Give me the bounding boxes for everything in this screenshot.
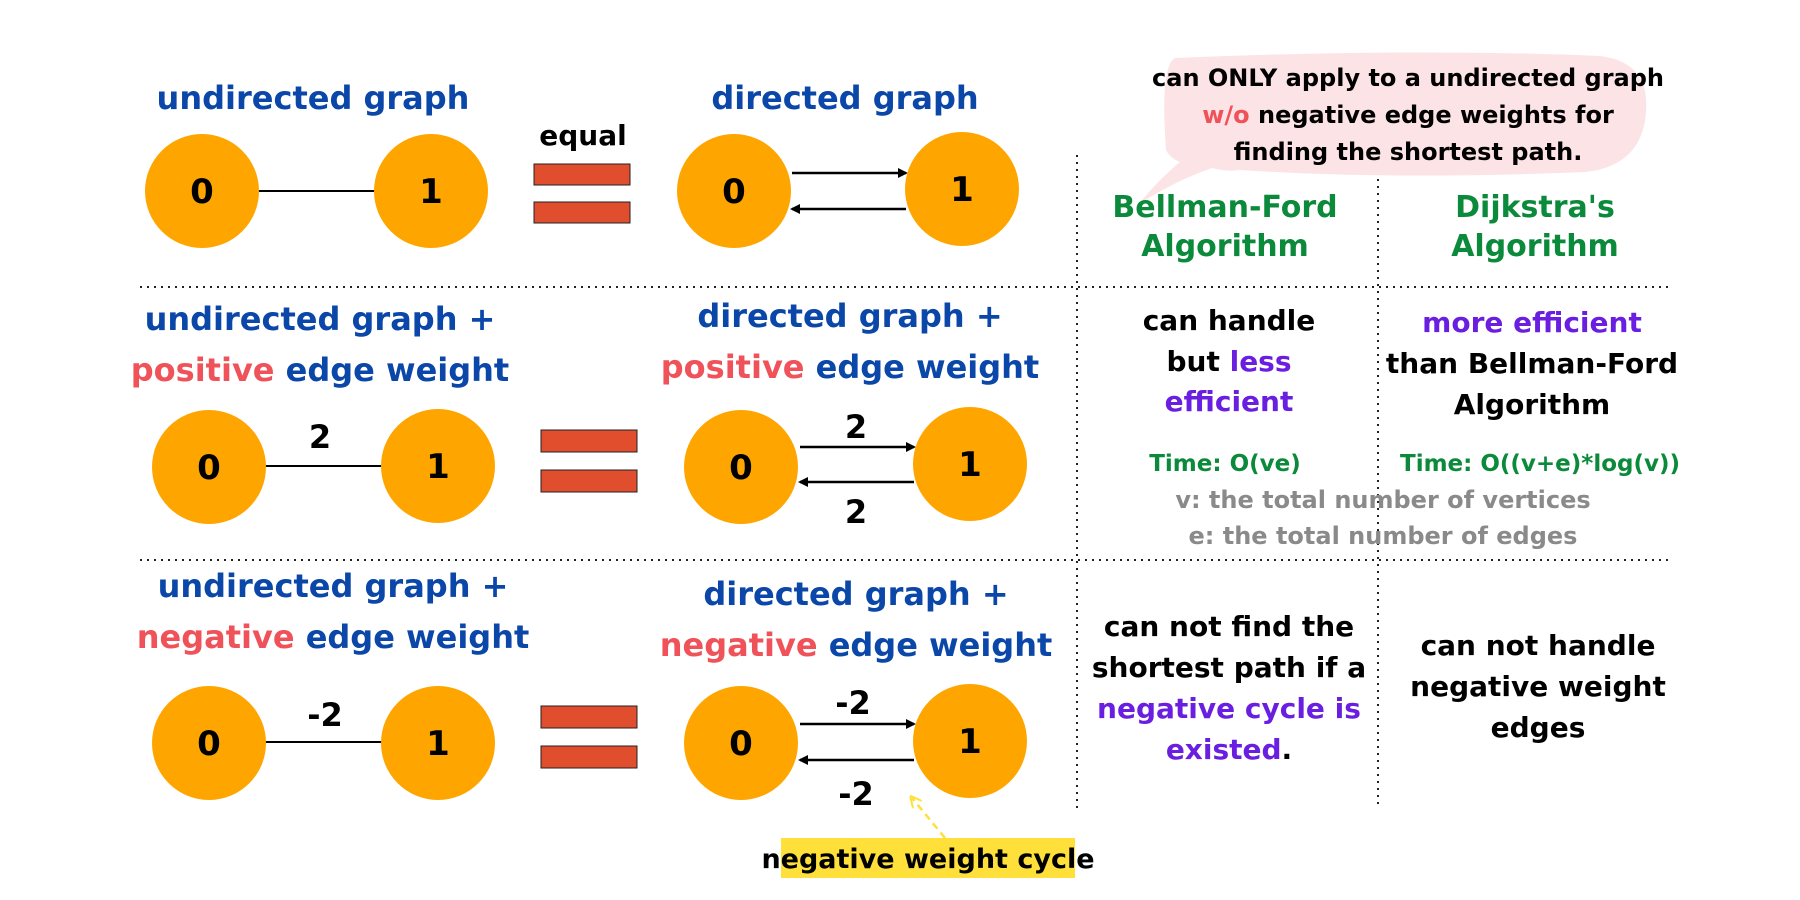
graph-node xyxy=(913,684,1027,798)
graph-node xyxy=(152,686,266,800)
dijkstra-positive-line2: than Bellman-Ford xyxy=(1386,347,1678,380)
edge-weight-label: -2 xyxy=(835,684,871,722)
dijkstra-title-line1: Dijkstra's xyxy=(1455,190,1615,225)
node-label: 0 xyxy=(722,172,746,212)
node-label: 1 xyxy=(426,724,450,764)
node-label: 0 xyxy=(190,172,214,212)
vertices-note: v: the total number of vertices xyxy=(1175,486,1590,514)
bellman-ford-title-line1: Bellman-Ford xyxy=(1112,190,1337,225)
equals-bar-top xyxy=(533,163,631,186)
bubble-text-line2-rest: negative edge weights for xyxy=(1250,101,1614,129)
edge-weight-words: edge weight xyxy=(295,618,530,656)
graph-node xyxy=(684,410,798,524)
negative-word: negative xyxy=(137,618,295,656)
bubble-shape xyxy=(1138,52,1647,205)
cycle-pointer-arrow xyxy=(912,798,946,839)
bubble-text-line3: finding the shortest path. xyxy=(1234,138,1583,166)
node-label: 0 xyxy=(197,724,221,764)
negative-word: negative xyxy=(660,626,818,664)
directed-graph-title: directed graph xyxy=(711,79,978,117)
bellman-negative-line4: existed. xyxy=(1166,733,1292,766)
equals-bar-top xyxy=(540,705,638,729)
edge-weight-label: -2 xyxy=(307,696,343,734)
undirected-positive-title-line2: positive edge weight xyxy=(131,351,509,389)
equals-bar-bottom xyxy=(540,745,638,769)
positive-word: positive xyxy=(661,348,805,386)
existed-word: existed xyxy=(1166,733,1282,766)
graph-node xyxy=(145,134,259,248)
edge-weight-label: 2 xyxy=(845,408,867,446)
graph-node xyxy=(913,407,1027,521)
edges-note: e: the total number of edges xyxy=(1189,522,1578,550)
directed-positive-title-line2: positive edge weight xyxy=(661,348,1039,386)
bellman-positive-line3: efficient xyxy=(1165,385,1294,418)
bellman-positive-line1: can handle xyxy=(1143,304,1316,337)
bellman-time-complexity: Time: O(ve) xyxy=(1149,451,1301,477)
bubble-text-line2: w/o negative edge weights for xyxy=(1202,101,1614,129)
directed-negative-title-line1: directed graph + xyxy=(703,575,1008,613)
node-label: 0 xyxy=(197,448,221,488)
dijkstra-time-complexity: Time: O((v+e)*log(v)) xyxy=(1400,451,1680,477)
negative-weight-cycle-label: negative weight cycle xyxy=(761,844,1094,875)
dijkstra-negative-line3: edges xyxy=(1491,711,1586,744)
bubble-text-line1: can ONLY apply to a undirected graph xyxy=(1152,64,1664,92)
without-word: w/o xyxy=(1202,101,1249,129)
undirected-negative-title-line1: undirected graph + xyxy=(158,567,509,605)
edge-weight-words: edge weight xyxy=(805,348,1040,386)
dijkstra-column: Dijkstra's Algorithm more efficient than… xyxy=(1386,190,1680,744)
bellman-ford-title-line2: Algorithm xyxy=(1141,229,1309,264)
graph-node xyxy=(677,134,791,248)
graph-node xyxy=(381,409,495,523)
equals-bar-bottom xyxy=(540,469,638,493)
bellman-negative-line1: can not find the xyxy=(1104,610,1354,643)
dijkstra-negative-line1: can not handle xyxy=(1421,629,1656,662)
bellman-negative-line3: negative cycle is xyxy=(1097,692,1361,725)
graph-node xyxy=(374,134,488,248)
node-label: 0 xyxy=(729,448,753,488)
dijkstra-negative-line2: negative weight xyxy=(1410,670,1666,703)
undirected-positive-title-line1: undirected graph + xyxy=(145,300,496,338)
graph-node xyxy=(684,686,798,800)
node-label: 1 xyxy=(419,172,443,212)
equals-bar-bottom xyxy=(533,201,631,224)
undirected-graph-title: undirected graph xyxy=(157,79,470,117)
edge-weight-label: 2 xyxy=(309,418,331,456)
grid-lines xyxy=(140,155,1670,812)
undirected-negative-title-line2: negative edge weight xyxy=(137,618,530,656)
row-negative-weight: undirected graph + negative edge weight … xyxy=(137,567,1095,878)
bellman-ford-column: Bellman-Ford Algorithm can handle but le… xyxy=(1092,190,1366,766)
dijkstra-title-line2: Algorithm xyxy=(1451,229,1619,264)
edge-weight-label: -2 xyxy=(838,775,874,813)
period: . xyxy=(1282,733,1293,766)
equal-label: equal xyxy=(539,119,626,152)
less-word: less xyxy=(1230,345,1292,378)
dijkstra-note-bubble: can ONLY apply to a undirected graph w/o… xyxy=(1138,52,1664,205)
directed-positive-title-line1: directed graph + xyxy=(697,297,1002,335)
but-word: but xyxy=(1166,345,1229,378)
graph-node xyxy=(381,686,495,800)
edge-weight-words: edge weight xyxy=(818,626,1053,664)
equals-bar-top xyxy=(540,429,638,453)
edge-weight-label: 2 xyxy=(845,493,867,531)
node-label: 1 xyxy=(950,170,974,210)
cycle-label-highlight xyxy=(781,838,1075,878)
node-label: 0 xyxy=(729,724,753,764)
node-label: 1 xyxy=(958,445,982,485)
graph-node xyxy=(905,132,1019,246)
complexity-notes: v: the total number of vertices e: the t… xyxy=(1175,486,1590,550)
dijkstra-positive-line1: more efficient xyxy=(1422,306,1642,339)
node-label: 1 xyxy=(426,447,450,487)
directed-negative-title-line2: negative edge weight xyxy=(660,626,1053,664)
bellman-positive-line2: but less xyxy=(1166,345,1291,378)
row-undirected-directed: undirected graph directed graph 0 1 equa… xyxy=(145,79,1019,248)
positive-word: positive xyxy=(131,351,275,389)
bellman-negative-line2: shortest path if a xyxy=(1092,651,1366,684)
node-label: 1 xyxy=(958,722,982,762)
edge-weight-words: edge weight xyxy=(275,351,510,389)
graph-node xyxy=(152,410,266,524)
row-positive-weight: undirected graph + positive edge weight … xyxy=(131,297,1039,531)
dijkstra-positive-line3: Algorithm xyxy=(1454,388,1610,421)
